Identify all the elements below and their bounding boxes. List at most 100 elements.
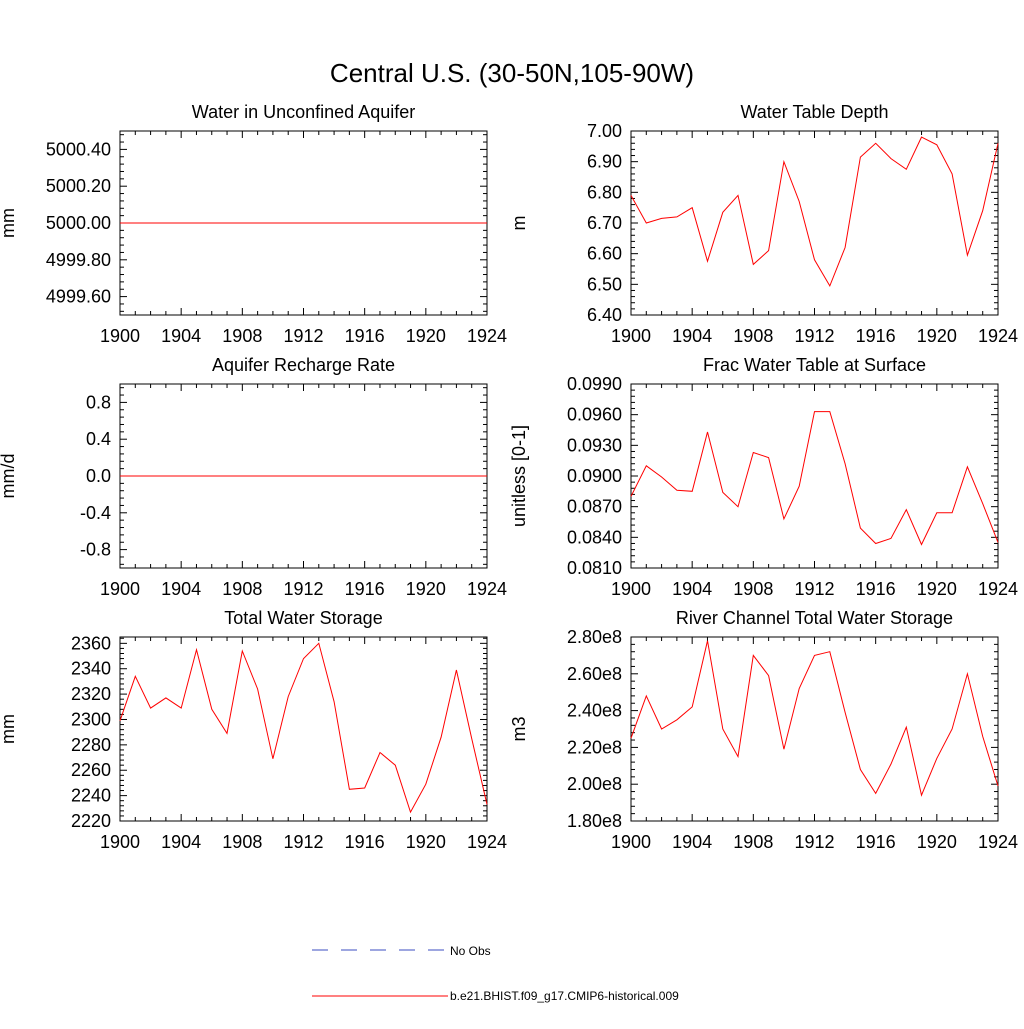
y-tick-label: 0.8 [86, 392, 111, 412]
y-tick-label: 2.00e8 [567, 774, 622, 794]
x-tick-label: 1904 [161, 579, 201, 599]
plot-frame [630, 636, 999, 822]
y-tick-label: 0.0870 [567, 497, 622, 517]
y-axis-label: mm [0, 714, 18, 744]
legend-obs-label: No Obs [450, 944, 491, 958]
y-axis-label: unitless [0-1] [509, 425, 529, 527]
x-tick-label: 1920 [406, 579, 446, 599]
x-tick-label: 1924 [978, 832, 1018, 852]
y-tick-label: 2.40e8 [567, 701, 622, 721]
y-tick-label: 6.50 [587, 274, 622, 294]
y-tick-label: 2360 [71, 633, 111, 653]
x-tick-label: 1912 [794, 579, 834, 599]
y-tick-label: 1.80e8 [567, 811, 622, 831]
x-tick-label: 1920 [917, 832, 957, 852]
y-tick-label: 2340 [71, 659, 111, 679]
y-tick-label: -0.8 [80, 540, 111, 560]
x-tick-label: 1900 [100, 832, 140, 852]
y-tick-label: 4999.60 [46, 287, 111, 307]
legend: No Obs b.e21.BHIST.f09_g17.CMIP6-histori… [312, 944, 679, 1003]
y-tick-label: -0.4 [80, 503, 111, 523]
plot-frame [630, 130, 999, 316]
y-tick-label: 6.40 [587, 305, 622, 325]
x-tick-label: 1908 [733, 326, 773, 346]
x-tick-label: 1900 [611, 579, 651, 599]
panel-2: Water Table Depth m 1900 1904 1908 1912 1916 19… [509, 102, 1018, 346]
y-axis-label: mm/d [0, 454, 18, 499]
x-tick-label: 1900 [100, 579, 140, 599]
x-tick-label: 1924 [467, 579, 507, 599]
panel-title: River Channel Total Water Storage [676, 608, 953, 628]
y-tick-label: 0.0810 [567, 558, 622, 578]
y-tick-label: 0.0900 [567, 466, 622, 486]
series-line-1 [630, 411, 999, 546]
x-tick-label: 1912 [794, 326, 834, 346]
y-tick-label: 0.0840 [567, 527, 622, 547]
x-tick-label: 1916 [345, 326, 385, 346]
x-tick-label: 1916 [345, 579, 385, 599]
y-tick-label: 0.4 [86, 429, 111, 449]
y-tick-label: 5000.40 [46, 139, 111, 159]
legend-model-label: b.e21.BHIST.f09_g17.CMIP6-historical.009 [450, 989, 679, 1003]
y-tick-label: 2240 [71, 786, 111, 806]
y-tick-label: 6.90 [587, 152, 622, 172]
panel-title: Water in Unconfined Aquifer [192, 102, 415, 122]
y-tick-label: 5000.20 [46, 176, 111, 196]
y-tick-label: 0.0960 [567, 405, 622, 425]
x-tick-label: 1904 [672, 832, 712, 852]
figure-title: Central U.S. (30-50N,105-90W) [330, 58, 694, 88]
x-tick-label: 1904 [161, 326, 201, 346]
y-tick-label: 2300 [71, 709, 111, 729]
plot-frame [119, 636, 488, 822]
series-line-1 [119, 642, 488, 814]
y-tick-label: 6.60 [587, 244, 622, 264]
y-tick-label: 0.0 [86, 466, 111, 486]
y-tick-label: 5000.00 [46, 213, 111, 233]
x-tick-label: 1908 [733, 832, 773, 852]
y-axis-label: m [509, 216, 529, 231]
y-tick-label: 2.80e8 [567, 627, 622, 647]
x-tick-label: 1924 [978, 579, 1018, 599]
x-tick-label: 1912 [283, 832, 323, 852]
panel-title: Frac Water Table at Surface [703, 355, 926, 375]
panel-title: Aquifer Recharge Rate [212, 355, 395, 375]
panel-title: Total Water Storage [224, 608, 382, 628]
panel-5: Total Water Storage mm 1900 1904 1908 1912 191… [0, 608, 507, 852]
panel-3: Aquifer Recharge Rate mm/d 1900 1904 1908 191… [0, 355, 507, 599]
x-tick-label: 1920 [406, 832, 446, 852]
y-tick-label: 4999.80 [46, 250, 111, 270]
x-tick-label: 1924 [467, 326, 507, 346]
x-tick-label: 1908 [733, 579, 773, 599]
x-tick-label: 1916 [345, 832, 385, 852]
x-tick-label: 1920 [917, 326, 957, 346]
x-tick-label: 1900 [100, 326, 140, 346]
x-tick-label: 1916 [856, 832, 896, 852]
x-tick-label: 1924 [467, 832, 507, 852]
x-tick-label: 1912 [283, 326, 323, 346]
y-tick-label: 0.0990 [567, 374, 622, 394]
y-tick-label: 2320 [71, 684, 111, 704]
y-tick-label: 2.60e8 [567, 664, 622, 684]
x-tick-label: 1920 [917, 579, 957, 599]
x-tick-label: 1904 [672, 326, 712, 346]
x-tick-label: 1904 [161, 832, 201, 852]
x-tick-label: 1912 [794, 832, 834, 852]
x-tick-label: 1900 [611, 326, 651, 346]
x-tick-label: 1908 [222, 326, 262, 346]
y-tick-label: 6.80 [587, 182, 622, 202]
y-tick-label: 2.20e8 [567, 737, 622, 757]
y-axis-label: mm [0, 208, 18, 238]
y-tick-label: 2280 [71, 735, 111, 755]
panels: Water in Unconfined Aquifer mm 1900 1904 190… [0, 102, 1018, 852]
panel-1: Water in Unconfined Aquifer mm 1900 1904 190… [0, 102, 507, 346]
series-line-1 [630, 640, 999, 797]
panel-title: Water Table Depth [740, 102, 888, 122]
y-tick-label: 7.00 [587, 121, 622, 141]
y-tick-label: 6.70 [587, 213, 622, 233]
y-axis-label: m3 [509, 716, 529, 741]
x-tick-label: 1912 [283, 579, 323, 599]
series-line-1 [630, 136, 999, 288]
